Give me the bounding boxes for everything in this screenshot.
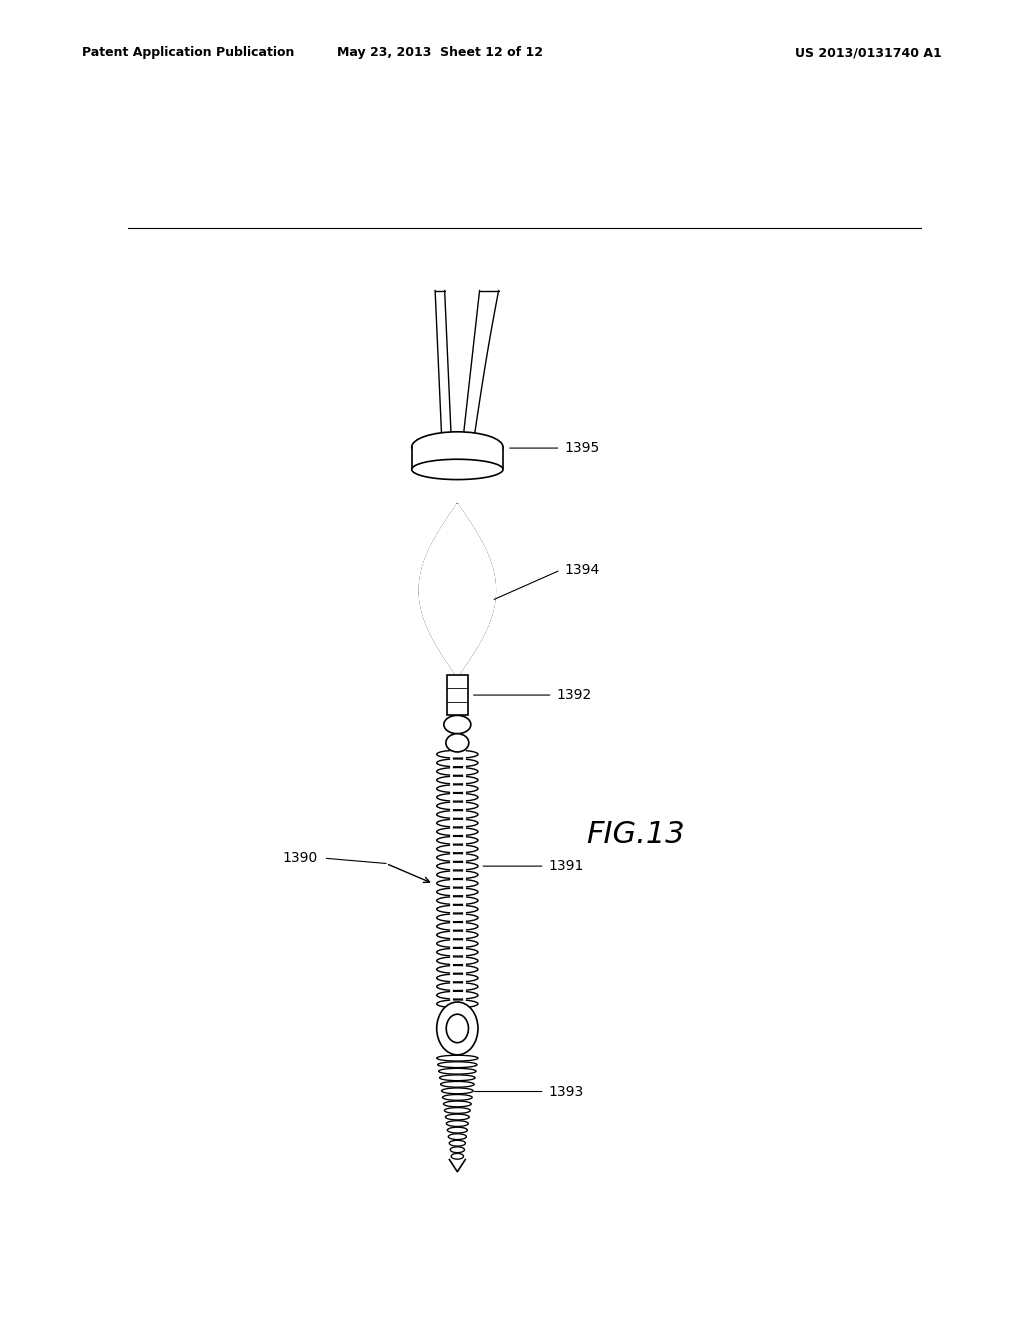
Ellipse shape xyxy=(436,991,478,999)
Ellipse shape xyxy=(452,1154,464,1159)
Ellipse shape xyxy=(438,1068,476,1074)
Ellipse shape xyxy=(436,974,478,982)
Text: 1394: 1394 xyxy=(564,564,600,577)
Ellipse shape xyxy=(450,1140,466,1146)
Ellipse shape xyxy=(436,810,478,818)
Ellipse shape xyxy=(436,803,478,810)
Text: FIG.13: FIG.13 xyxy=(587,820,685,849)
Text: 1391: 1391 xyxy=(549,859,584,873)
Ellipse shape xyxy=(436,776,478,784)
Ellipse shape xyxy=(436,948,478,956)
Ellipse shape xyxy=(436,837,478,845)
Ellipse shape xyxy=(439,1074,475,1081)
Ellipse shape xyxy=(436,940,478,948)
Ellipse shape xyxy=(446,1121,468,1126)
Ellipse shape xyxy=(443,1101,471,1106)
Ellipse shape xyxy=(412,459,503,479)
Circle shape xyxy=(446,1014,468,1043)
Ellipse shape xyxy=(436,784,478,792)
Ellipse shape xyxy=(436,828,478,836)
Ellipse shape xyxy=(412,432,503,462)
Ellipse shape xyxy=(436,820,478,828)
Ellipse shape xyxy=(436,854,478,862)
Ellipse shape xyxy=(436,923,478,931)
Ellipse shape xyxy=(445,734,469,752)
Text: US 2013/0131740 A1: US 2013/0131740 A1 xyxy=(796,46,942,59)
Ellipse shape xyxy=(437,1061,477,1068)
Text: 1395: 1395 xyxy=(564,441,600,455)
Ellipse shape xyxy=(436,750,478,758)
Ellipse shape xyxy=(442,1094,472,1101)
Ellipse shape xyxy=(436,906,478,913)
Ellipse shape xyxy=(436,931,478,939)
Ellipse shape xyxy=(451,1147,465,1152)
Bar xyxy=(412,447,503,470)
Text: Patent Application Publication: Patent Application Publication xyxy=(82,46,294,59)
Bar xyxy=(447,675,468,715)
Ellipse shape xyxy=(441,1088,473,1094)
Ellipse shape xyxy=(436,913,478,921)
Text: 1390: 1390 xyxy=(283,851,318,866)
Text: 1393: 1393 xyxy=(549,1085,584,1098)
Ellipse shape xyxy=(436,965,478,973)
Ellipse shape xyxy=(436,862,478,870)
Ellipse shape xyxy=(436,896,478,904)
Ellipse shape xyxy=(436,999,478,1007)
Ellipse shape xyxy=(444,1107,470,1113)
Ellipse shape xyxy=(436,759,478,767)
Ellipse shape xyxy=(436,888,478,896)
Ellipse shape xyxy=(436,879,478,887)
Text: May 23, 2013  Sheet 12 of 12: May 23, 2013 Sheet 12 of 12 xyxy=(337,46,544,59)
Ellipse shape xyxy=(445,1114,469,1119)
Ellipse shape xyxy=(436,845,478,853)
Text: 1392: 1392 xyxy=(556,688,592,702)
Ellipse shape xyxy=(440,1081,474,1088)
Ellipse shape xyxy=(436,982,478,990)
Polygon shape xyxy=(458,504,496,677)
Ellipse shape xyxy=(436,767,478,775)
Circle shape xyxy=(436,1002,478,1055)
Polygon shape xyxy=(419,504,458,677)
Ellipse shape xyxy=(449,1134,466,1139)
Ellipse shape xyxy=(436,871,478,879)
Ellipse shape xyxy=(436,957,478,965)
Ellipse shape xyxy=(443,715,471,734)
Polygon shape xyxy=(438,504,476,677)
Ellipse shape xyxy=(436,1055,478,1061)
Ellipse shape xyxy=(436,793,478,801)
Ellipse shape xyxy=(447,1127,467,1133)
